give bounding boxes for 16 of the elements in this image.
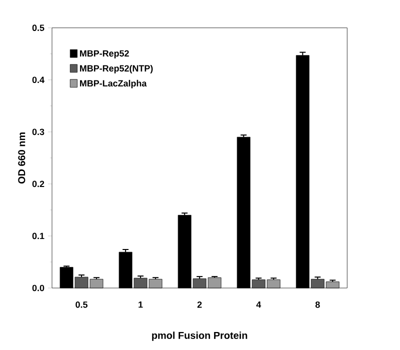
legend-label: MBP-LacZalpha	[80, 80, 147, 88]
x-tick-label: 4	[256, 301, 262, 308]
legend-label: MBP-Rep52	[80, 50, 129, 58]
y-axis-title: OD 660 nm	[18, 132, 26, 184]
x-tick-label: 1	[138, 301, 143, 308]
y-tick-label: 0.2	[32, 180, 44, 188]
x-tick-label: 8	[315, 301, 320, 308]
x-tick-label: 0.5	[76, 301, 88, 308]
x-axis-title: pmol Fusion Protein	[152, 332, 248, 341]
y-tick-label: 0.5	[32, 24, 44, 32]
y-tick-label: 0.3	[32, 128, 44, 136]
y-tick-label: 0.0	[32, 284, 44, 292]
legend-label: MBP-Rep52(NTP)	[80, 64, 153, 74]
x-tick-label: 2	[197, 301, 202, 308]
y-tick-label: 0.4	[32, 76, 44, 84]
y-tick-label: 0.1	[32, 232, 44, 240]
